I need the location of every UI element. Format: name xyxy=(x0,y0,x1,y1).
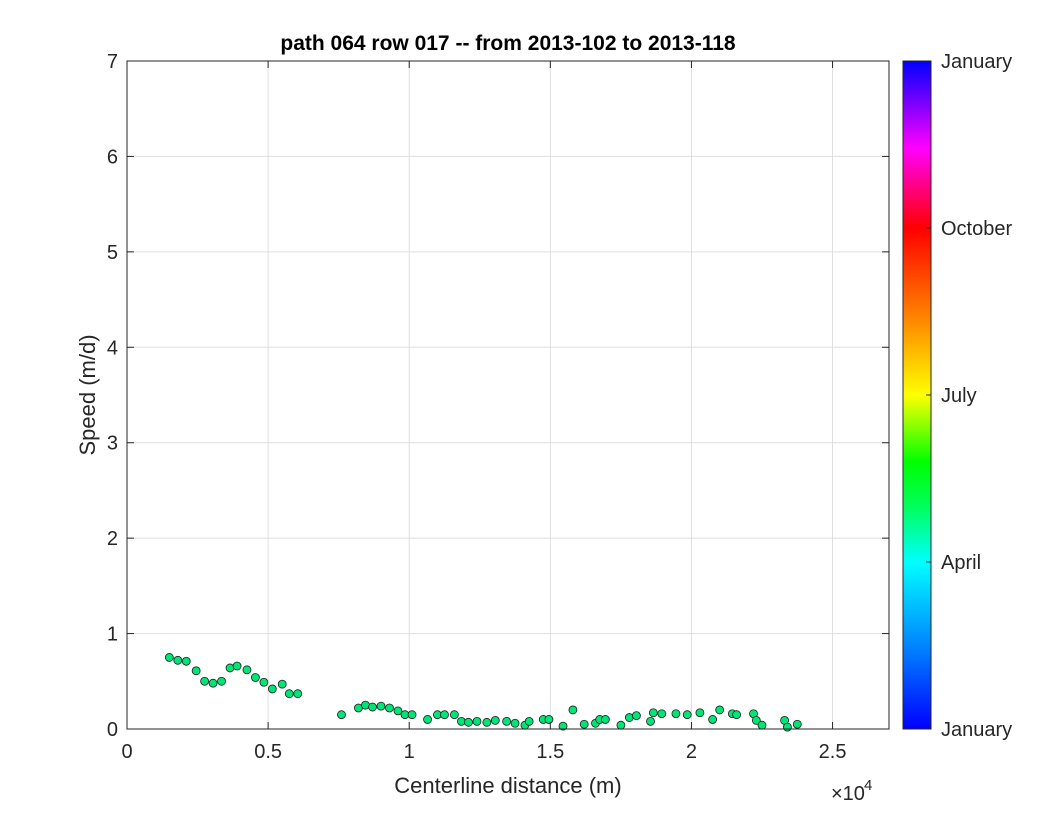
x-tick-label: 1.5 xyxy=(536,741,564,763)
y-tick-label: 5 xyxy=(107,242,118,264)
data-point xyxy=(695,708,705,718)
y-tick-label: 1 xyxy=(107,624,118,646)
data-point xyxy=(208,678,218,688)
colorbar-label: July xyxy=(941,385,977,407)
data-point xyxy=(368,702,377,712)
data-point xyxy=(732,710,741,720)
data-point xyxy=(783,722,792,732)
y-axis-label: Speed (m/d) xyxy=(75,334,100,455)
data-point xyxy=(544,715,554,724)
data-point xyxy=(646,716,655,726)
data-point xyxy=(558,721,568,731)
data-point xyxy=(191,666,201,676)
data-point xyxy=(616,720,626,730)
data-point xyxy=(449,710,459,720)
data-point xyxy=(164,653,174,662)
data-point xyxy=(671,709,681,719)
colorbar-label: April xyxy=(941,552,981,574)
data-point xyxy=(242,665,252,675)
data-point xyxy=(259,677,269,687)
colorbar-labels: January October July April January xyxy=(926,51,1012,741)
data-point xyxy=(757,720,767,730)
x-tick-label: 1 xyxy=(404,741,415,763)
x-tick-label: 2 xyxy=(686,741,697,763)
plot-area xyxy=(127,61,889,729)
data-point xyxy=(393,706,403,716)
data-point xyxy=(251,673,260,682)
data-point xyxy=(337,710,346,720)
data-point xyxy=(376,701,386,711)
data-point xyxy=(267,684,277,694)
y-tick-label: 0 xyxy=(107,719,118,741)
data-point xyxy=(715,705,725,715)
data-point xyxy=(490,716,500,725)
data-point xyxy=(524,716,534,726)
data-point xyxy=(423,715,432,724)
x-tick-label: 0.5 xyxy=(254,741,282,763)
data-point xyxy=(502,716,511,726)
y-tick-label: 3 xyxy=(107,433,118,455)
data-point xyxy=(385,703,394,713)
data-point xyxy=(173,655,183,665)
y-tick-label: 2 xyxy=(107,528,118,550)
colorbar-label: January xyxy=(941,719,1012,741)
data-point xyxy=(792,719,802,729)
data-point xyxy=(284,689,294,699)
x-tick-label: 0 xyxy=(121,741,132,763)
x-tick-label: 2.5 xyxy=(819,741,847,763)
data-point xyxy=(751,716,761,725)
data-point xyxy=(293,689,303,699)
data-point xyxy=(440,710,449,720)
data-point xyxy=(181,656,191,666)
data-point xyxy=(600,715,610,724)
data-point xyxy=(632,711,641,721)
data-point xyxy=(200,676,210,686)
axis-ticks: 0 0.5 1 1.5 2 2.5 0 1 2 3 4 5 6 7 xyxy=(107,51,889,763)
data-points xyxy=(164,653,802,732)
data-point xyxy=(472,716,482,726)
data-point xyxy=(648,708,658,718)
data-point xyxy=(708,715,718,724)
data-point xyxy=(510,718,520,728)
data-point xyxy=(277,679,287,689)
chart-title: path 064 row 017 -- from 2013-102 to 201… xyxy=(280,32,736,55)
colorbar-label: October xyxy=(941,218,1012,240)
y-tick-label: 7 xyxy=(107,51,118,73)
data-point xyxy=(464,717,473,727)
x-exponent-power: 4 xyxy=(864,777,872,794)
data-point xyxy=(482,717,492,727)
y-tick-label: 6 xyxy=(107,146,118,168)
x-axis-label: Centerline distance (m) xyxy=(394,773,621,798)
x-exponent-base: ×10 xyxy=(831,783,865,805)
data-point xyxy=(682,710,692,720)
colorbar-label: January xyxy=(941,51,1012,73)
data-point xyxy=(232,661,242,671)
plot-frame xyxy=(126,60,890,730)
data-point xyxy=(579,719,589,729)
data-point xyxy=(568,705,578,715)
data-point xyxy=(657,709,667,719)
data-point xyxy=(407,710,417,720)
data-point xyxy=(217,676,226,686)
y-tick-label: 4 xyxy=(107,337,118,359)
